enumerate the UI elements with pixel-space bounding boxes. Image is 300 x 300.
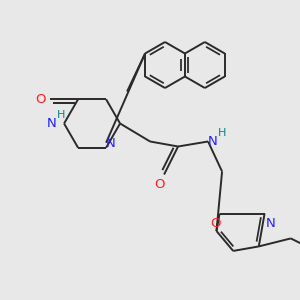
Text: H: H xyxy=(57,110,65,121)
Text: H: H xyxy=(218,128,226,137)
Text: O: O xyxy=(35,93,45,106)
Text: N: N xyxy=(266,217,275,230)
Text: N: N xyxy=(47,117,57,130)
Text: N: N xyxy=(106,137,116,150)
Text: N: N xyxy=(208,135,218,148)
Text: O: O xyxy=(210,217,221,230)
Text: O: O xyxy=(154,178,164,191)
